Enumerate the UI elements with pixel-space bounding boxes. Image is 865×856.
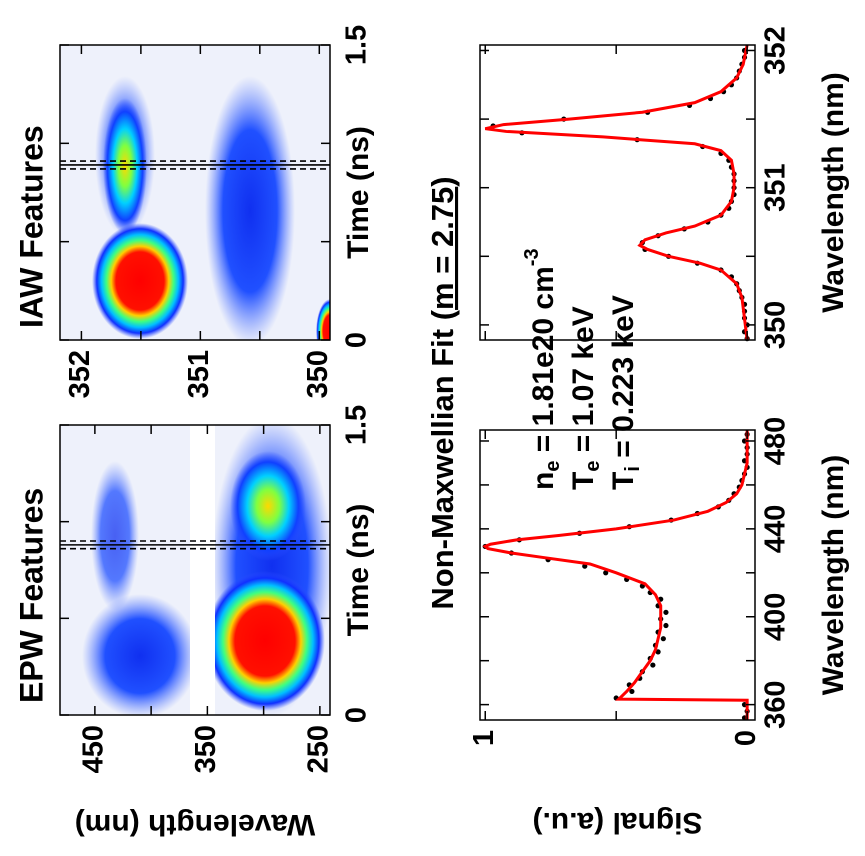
x-axis-label: Wavelength (nm)	[817, 72, 850, 313]
annotation-part: e	[542, 461, 564, 472]
data-point	[603, 570, 609, 576]
fit-line	[484, 44, 749, 341]
title-part: )	[425, 176, 460, 186]
title-part: m = 2.75	[425, 187, 460, 310]
x-tick-label: 0	[341, 707, 373, 723]
annotation-part: e	[582, 461, 604, 472]
x-axis-label: Time (ns)	[342, 504, 375, 637]
data-point	[629, 688, 635, 695]
data-point	[660, 636, 666, 642]
x-tick-label: 440	[760, 505, 792, 553]
y-tick-label: 350	[302, 350, 334, 398]
data-point	[663, 609, 669, 615]
annotation-part: = 1.81e20 cm	[527, 266, 560, 460]
y-tick-label: 352	[64, 350, 96, 398]
x-tick-label: 351	[760, 164, 792, 212]
annotation: Ti = 0.223 keV	[607, 295, 644, 490]
figure-title: Non-Maxwellian Fit (m = 2.75)	[425, 176, 460, 609]
y-tick-label: 450	[78, 725, 110, 773]
annotation-part: n	[527, 472, 560, 490]
annotation-part: = 0.223 keV	[607, 295, 640, 466]
data-point	[650, 662, 656, 668]
x-axis-label: Wavelength (nm)	[817, 455, 850, 696]
y-axis-label: Signal (a.u.)	[532, 806, 702, 839]
plot-frame	[59, 44, 331, 341]
figure-body: Non-Maxwellian Fit (m = 2.75) 0 1.5 250 350…	[13, 25, 849, 841]
y-tick-label: 350	[190, 725, 222, 773]
y-tick-label: 250	[303, 725, 335, 773]
x-tick-label: 352	[760, 26, 792, 74]
panel-title: IAW Features	[13, 125, 49, 328]
annotation-part: i	[622, 466, 644, 472]
title-part: Non-Maxwellian Fit (	[425, 309, 460, 609]
plot-frame	[479, 44, 756, 341]
x-tick-label: 1.5	[341, 405, 373, 445]
iaw-image	[60, 45, 330, 340]
annotation: Te = 1.07 keV	[567, 306, 604, 490]
x-tick-label: 0	[341, 332, 373, 348]
annotation: ne = 1.81e20 cm-3	[521, 248, 564, 490]
y-tick-label: 0	[730, 730, 762, 746]
annotation-part: -3	[521, 248, 543, 266]
y-axis-label: Wavelength (nm)	[75, 808, 316, 841]
x-tick-label: 400	[760, 593, 792, 641]
x-tick-label: 1.5	[341, 25, 373, 65]
y-tick-label: 1	[468, 730, 500, 746]
x-tick-label: 350	[760, 301, 792, 349]
data-point	[663, 622, 669, 629]
panel-title: EPW Features	[13, 488, 49, 703]
plot-frame	[59, 424, 331, 716]
y-tick-label: 351	[183, 350, 215, 398]
fit-line	[482, 430, 749, 720]
plot-frame	[479, 429, 756, 721]
x-axis-label: Time (ns)	[342, 126, 375, 259]
annotation-part: T	[567, 472, 600, 490]
annotation-part: = 1.07 keV	[567, 306, 600, 460]
x-tick-label: 480	[760, 417, 792, 465]
epw-image	[60, 425, 330, 715]
annotation-part: T	[607, 472, 640, 490]
x-tick-label: 360	[760, 680, 792, 728]
data-point	[655, 649, 661, 655]
